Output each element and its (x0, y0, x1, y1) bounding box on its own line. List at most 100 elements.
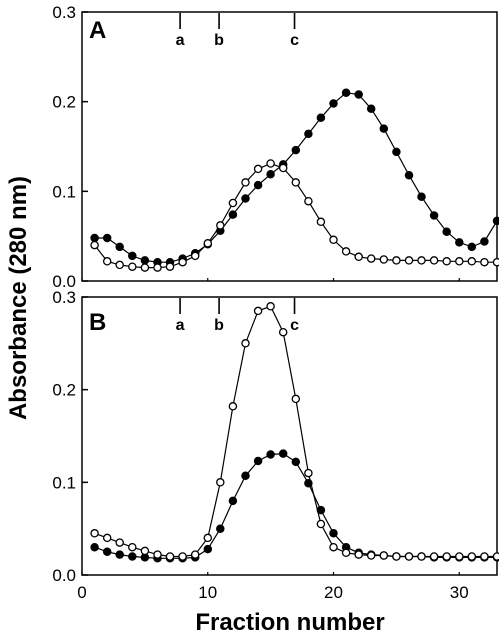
open-data-point (304, 468, 313, 478)
filled-data-point (216, 524, 225, 533)
open-data-point (467, 257, 477, 266)
filled-data-point (90, 233, 99, 243)
filled-data-point (203, 544, 213, 554)
open-data-point (253, 306, 263, 316)
open-data-point (316, 217, 326, 227)
open-data-point (216, 221, 225, 230)
filled-series-line (94, 452, 497, 559)
filled-data-point (366, 104, 376, 114)
filled-data-point (253, 180, 263, 190)
open-data-point (165, 552, 175, 561)
filled-data-point (442, 227, 451, 236)
panel-a-frame (81, 11, 498, 282)
filled-series-line (94, 92, 498, 263)
filled-data-point (329, 99, 338, 108)
fraction-marker-label-c: c (290, 317, 299, 334)
open-data-point (153, 550, 162, 559)
filled-data-point (266, 450, 275, 459)
filled-data-point (115, 242, 124, 252)
open-data-point (90, 240, 99, 250)
filled-data-point (455, 238, 464, 247)
filled-data-point (480, 237, 489, 246)
x-tick-label: 10 (198, 583, 217, 602)
filled-data-point (354, 90, 363, 99)
open-data-point (429, 552, 439, 561)
fraction-marker-label-a: a (176, 32, 185, 49)
open-data-point (354, 550, 363, 559)
open-data-point (90, 529, 99, 538)
open-data-point (128, 542, 137, 552)
y-tick-label: 0.1 (52, 182, 76, 201)
open-data-point (291, 178, 301, 187)
filled-data-point (291, 145, 301, 155)
open-data-point (417, 256, 426, 265)
open-data-point (291, 394, 301, 404)
open-data-point (341, 548, 351, 558)
x-axis-title: Fraction number (195, 609, 384, 636)
open-data-point (228, 198, 238, 208)
open-data-point (404, 256, 414, 265)
filled-data-point (304, 129, 313, 139)
open-data-point (253, 164, 263, 174)
x-tick-label: 20 (324, 583, 343, 602)
open-data-point (190, 251, 200, 261)
open-data-point (203, 239, 213, 248)
panel-b-label: B (89, 309, 106, 336)
filled-data-point (128, 251, 137, 261)
open-data-point (480, 552, 489, 561)
open-data-point (165, 262, 175, 271)
open-data-point (341, 247, 351, 256)
open-data-point (492, 552, 499, 561)
open-data-point (366, 551, 376, 560)
filled-data-point (329, 529, 338, 538)
filled-data-point (241, 471, 250, 481)
open-data-point (304, 196, 313, 206)
open-data-point (102, 533, 112, 543)
filled-data-point (102, 547, 112, 557)
filled-data-point (404, 170, 414, 180)
x-tick-label: 0 (77, 583, 86, 602)
filled-data-point (392, 147, 401, 157)
open-data-point (492, 257, 499, 267)
fraction-marker-label-b: b (214, 32, 224, 49)
open-data-point (266, 159, 275, 168)
open-data-point (128, 262, 137, 271)
open-data-point (354, 252, 363, 262)
x-tick-label: 30 (450, 583, 469, 602)
filled-data-point (492, 216, 499, 226)
filled-data-point (278, 449, 288, 458)
open-data-point (480, 257, 489, 267)
panel-a-label: A (89, 17, 106, 44)
open-data-point (404, 552, 414, 561)
filled-data-point (140, 256, 150, 265)
open-data-point (366, 254, 376, 263)
filled-data-point (241, 194, 250, 203)
y-axis-title: Absorbance (280 nm) (5, 176, 32, 420)
filled-data-point (417, 192, 426, 201)
open-data-point (329, 235, 338, 245)
open-data-point (417, 552, 426, 561)
open-data-point (379, 551, 389, 560)
y-tick-label: 0.3 (52, 288, 76, 307)
open-series-line (94, 305, 497, 558)
open-data-point (392, 552, 401, 561)
open-data-point (228, 402, 238, 411)
open-data-point (178, 552, 187, 561)
y-tick-label: 0.2 (52, 93, 76, 112)
open-data-point (216, 478, 225, 487)
panel-a: A 0.0 0.1 0.2 0.3 a b c (52, 3, 499, 291)
open-data-point (190, 550, 200, 559)
fraction-marker-label-b: b (214, 317, 224, 334)
filled-data-point (115, 550, 124, 559)
filled-data-point (102, 233, 112, 243)
open-data-point (329, 542, 338, 552)
open-data-point (153, 263, 162, 272)
open-data-point (316, 519, 326, 529)
filled-data-point (341, 88, 351, 97)
open-data-point (455, 257, 464, 266)
filled-data-point (228, 496, 238, 506)
y-tick-label: 0.2 (52, 381, 76, 400)
open-data-point (442, 257, 451, 266)
open-data-point (278, 163, 288, 173)
